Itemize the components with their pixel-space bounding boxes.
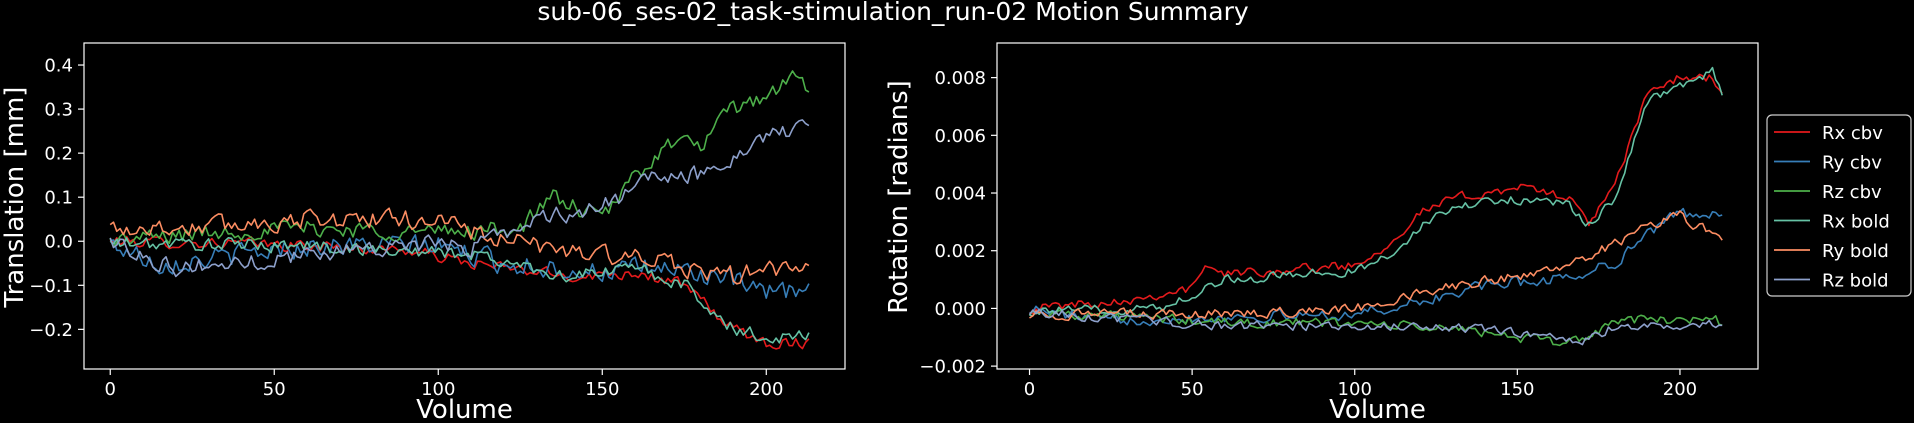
legend-label: Rz bold: [1822, 271, 1889, 292]
legend: Rx cbv Ry cbv Rz cbv Rx bold Ry bold Rz bold: [1766, 114, 1912, 297]
rotation-line-rx-bold: [1029, 66, 1723, 317]
translation-y-tick-label: −0.2: [29, 320, 73, 341]
rotation-panel: 0 50 100 150 200 −0.002 0.000 0.002 0.004 0.006 0…: [884, 42, 1759, 423]
legend-label: Rz cbv: [1822, 182, 1882, 203]
translation-axes-frame: [83, 42, 846, 370]
translation-x-tick-label: 200: [749, 379, 783, 400]
rotation-y-tick-label: −0.002: [919, 357, 986, 378]
translation-line-series-6: [109, 119, 810, 278]
translation-y-tick-label: 0.2: [44, 144, 73, 165]
translation-y-ticks: −0.2 −0.1 0.0 0.1 0.2 0.3 0.4: [29, 56, 84, 341]
translation-y-tick-label: 0.3: [44, 100, 73, 121]
translation-y-tick-label: 0.4: [44, 56, 73, 77]
translation-y-tick-label: −0.1: [29, 276, 73, 297]
translation-line-series-3: [109, 70, 810, 248]
rotation-line-rx-cbv: [1029, 73, 1723, 315]
rotation-y-ticks: −0.002 0.000 0.002 0.004 0.006 0.008: [919, 68, 997, 378]
rotation-y-tick-label: 0.006: [934, 126, 986, 147]
rotation-x-tick-label: 100: [1338, 379, 1372, 400]
legend-label: Rx bold: [1822, 212, 1890, 233]
translation-line-series-4: [109, 237, 810, 344]
rotation-lines: [1028, 66, 1723, 347]
rotation-line-rz-bold: [1028, 308, 1723, 346]
translation-x-tick-label: 0: [105, 379, 116, 400]
translation-line-series-5: [109, 207, 810, 285]
legend-label: Ry bold: [1822, 241, 1889, 262]
rotation-line-ry-bold: [1029, 210, 1723, 322]
legend-label: Rx cbv: [1822, 123, 1883, 144]
translation-x-tick-label: 150: [585, 379, 619, 400]
rotation-y-tick-label: 0.002: [934, 241, 986, 262]
legend-label: Ry cbv: [1822, 153, 1882, 174]
rotation-x-ticks: 0 50 100 150 200: [1024, 369, 1697, 400]
rotation-y-axis-label: Rotation [radians]: [884, 80, 914, 314]
translation-panel: 0 50 100 150 200 −0.2 −0.1 0.0 0.1 0.2 0.3 0.4 Vol…: [0, 42, 846, 423]
rotation-x-tick-label: 0: [1024, 379, 1035, 400]
translation-x-tick-label: 100: [421, 379, 455, 400]
translation-y-axis-label: Translation [mm]: [0, 87, 30, 309]
translation-lines: [109, 70, 810, 350]
rotation-line-ry-cbv: [1029, 207, 1723, 327]
rotation-x-tick-label: 200: [1663, 379, 1697, 400]
rotation-x-tick-label: 50: [1181, 379, 1204, 400]
rotation-x-tick-label: 150: [1500, 379, 1534, 400]
rotation-y-tick-label: 0.004: [934, 184, 986, 205]
translation-line-series-2: [110, 234, 810, 299]
figure-title: sub-06_ses-02_task-stimulation_run-02 Mo…: [537, 0, 1249, 26]
translation-y-tick-label: 0.1: [44, 188, 73, 209]
translation-line-series-1: [109, 235, 810, 350]
rotation-y-tick-label: 0.000: [934, 299, 986, 320]
translation-x-ticks: 0 50 100 150 200: [105, 369, 783, 400]
rotation-y-tick-label: 0.008: [934, 68, 986, 89]
translation-x-axis-label: Volume: [416, 395, 513, 423]
rotation-axes-frame: [996, 42, 1759, 370]
translation-y-tick-label: 0.0: [44, 232, 73, 253]
rotation-x-axis-label: Volume: [1329, 395, 1426, 423]
translation-x-tick-label: 50: [263, 379, 286, 400]
